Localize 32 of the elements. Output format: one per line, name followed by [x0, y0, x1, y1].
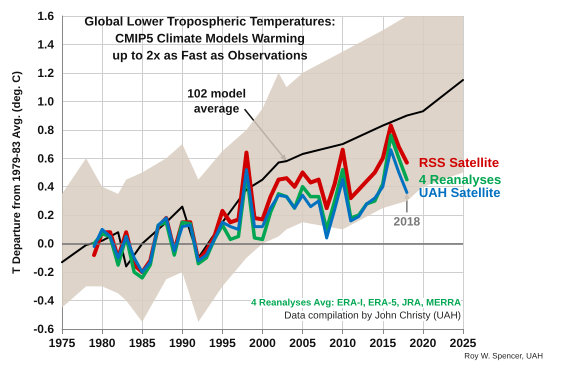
y-tick-label: -0.6 — [33, 322, 54, 336]
x-tick-label: 2005 — [289, 336, 316, 350]
y-tick-label: 0.2 — [37, 208, 54, 222]
x-tick-label: 2015 — [369, 336, 396, 350]
y-tick-label: 0.0 — [37, 236, 54, 251]
series-label: 4 Reanalyses — [418, 172, 502, 188]
y-axis-title: T Departure from 1979-83 Avg. (deg. C) — [10, 70, 23, 274]
x-tick-label: 1990 — [168, 336, 196, 350]
x-tick-label: 1975 — [48, 336, 76, 350]
text: Roy W. Spencer, UAH — [464, 352, 544, 360]
x-tick-label: 1985 — [128, 336, 156, 350]
y-tick-label: 1.2 — [37, 66, 54, 80]
y-tick-label: 0.6 — [37, 151, 54, 166]
annotation: 4 Reanalyses Avg: ERA-I, ERA-5, JRA, MERRA — [251, 298, 462, 308]
series-label: RSS Satellite — [418, 155, 500, 170]
y-tick-label: -0.4 — [33, 294, 54, 308]
x-tick-label: 2000 — [249, 336, 276, 350]
y-tick-label: 1.4 — [37, 37, 54, 52]
x-tick-label: 1980 — [88, 336, 116, 350]
y-tick-label: 0.4 — [37, 180, 54, 194]
annotation: 2018 — [394, 214, 421, 228]
annotation: Data compilation by John Christy (UAH) — [284, 310, 461, 322]
text: Global Lower Tropospheric Temperatures: CMIP5 Climate Models Warming up to 2x as Fast as Observations — [84, 14, 336, 62]
x-tick-label: 2025 — [450, 336, 477, 350]
x-tick-label: 2010 — [329, 336, 356, 350]
x-tick-label: 1995 — [209, 336, 236, 350]
x-tick-label: 2020 — [410, 336, 437, 350]
y-tick-label: 1.0 — [37, 94, 54, 108]
annotation: 102 model average — [187, 86, 246, 116]
y-tick-label: 0.8 — [37, 122, 54, 137]
y-tick-label: -0.2 — [33, 265, 54, 280]
y-tick-label: 1.6 — [37, 9, 54, 23]
